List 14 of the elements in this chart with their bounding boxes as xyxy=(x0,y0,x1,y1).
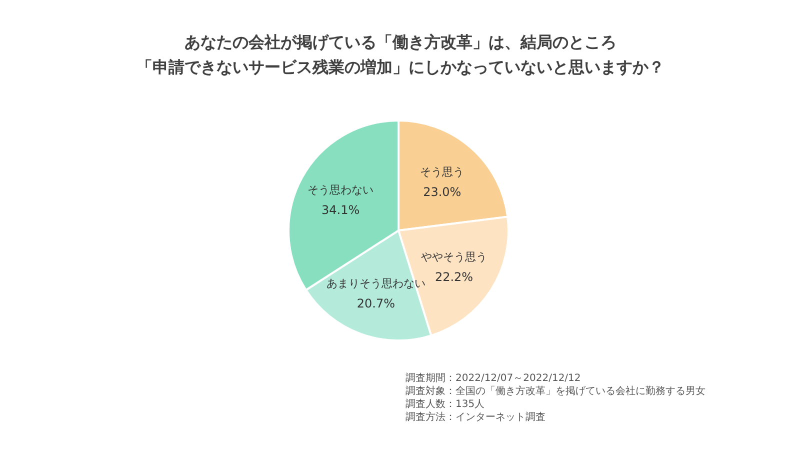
text: 調査人数：135人 xyxy=(406,398,485,410)
slice-label: そう思う xyxy=(420,165,464,178)
slice-label: そう思わない xyxy=(308,183,374,196)
data-label: 20.7% xyxy=(356,296,396,311)
text: 調査対象：全国の「働き方改革」を掲げている会社に勤務する男女 xyxy=(406,385,706,397)
slice-label: ややそう思う xyxy=(421,250,487,264)
data-label: 22.2% xyxy=(434,270,474,284)
chart-title: あなたの会社が掲げている「働き方改革」は、結局のところ xyxy=(184,32,616,52)
data-label: 23.0% xyxy=(423,184,462,199)
data-label: 34.1% xyxy=(322,202,360,217)
slice-label: あまりそう思わない xyxy=(326,277,426,290)
text: 調査期間：2022/12/07～2022/12/12 xyxy=(406,372,581,384)
text: 調査方法：インターネット調査 xyxy=(406,411,546,423)
chart-subtitle: 「申請できないサービス残業の増加」にしかなっていないと思いますか？ xyxy=(136,58,664,76)
